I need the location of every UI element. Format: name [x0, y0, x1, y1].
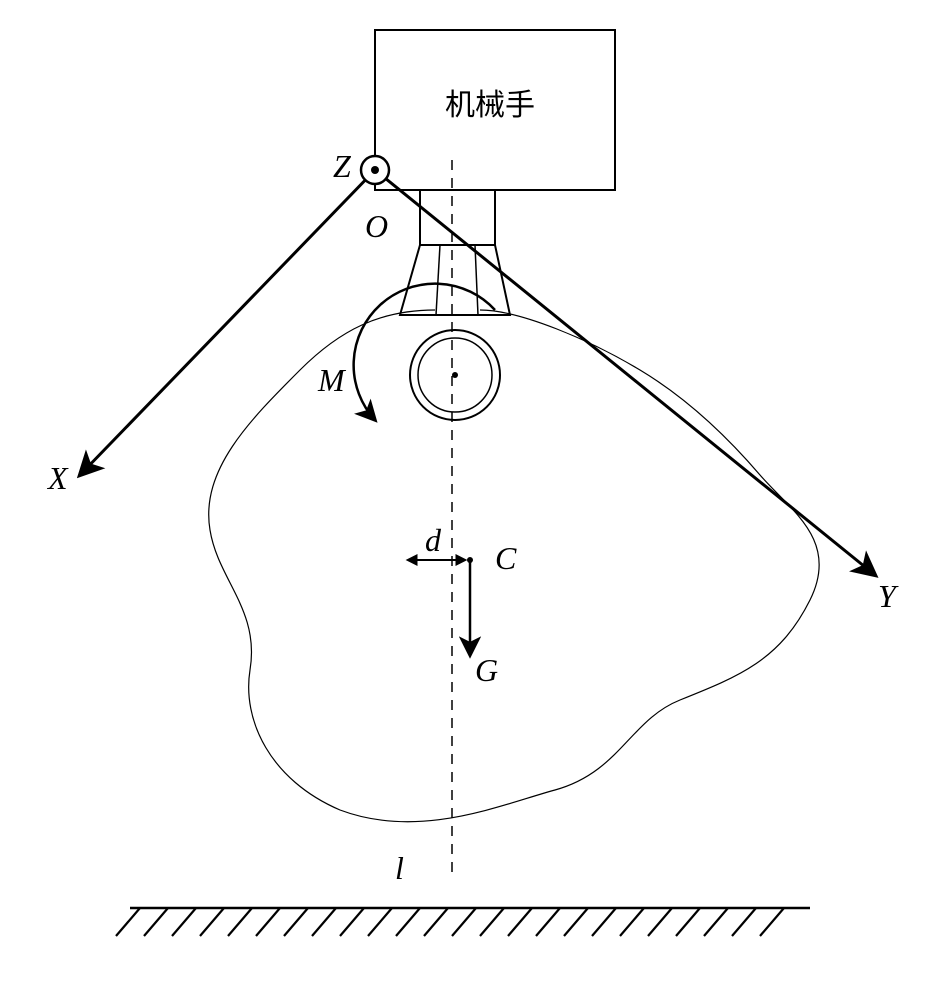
label-d: d: [425, 522, 441, 559]
gripper-jaws: [400, 245, 510, 315]
gripper-inner-1: [436, 245, 440, 315]
label-z: Z: [333, 148, 351, 185]
label-x: X: [48, 460, 68, 497]
y-axis: [375, 170, 875, 575]
label-m: M: [318, 362, 345, 399]
label-y: Y: [878, 578, 896, 615]
gripper-inner-2: [475, 245, 478, 315]
label-l: l: [395, 850, 404, 887]
x-axis: [80, 170, 375, 475]
moment-arc: [354, 284, 495, 420]
label-o: O: [365, 208, 388, 245]
mechanics-diagram: [0, 0, 949, 985]
gripper-wheel-center: [452, 372, 458, 378]
label-g: G: [475, 652, 498, 689]
ground-hatching: [116, 908, 784, 936]
label-c: C: [495, 540, 516, 577]
z-axis-dot: [371, 166, 379, 174]
label-manipulator: 机械手: [445, 80, 535, 124]
